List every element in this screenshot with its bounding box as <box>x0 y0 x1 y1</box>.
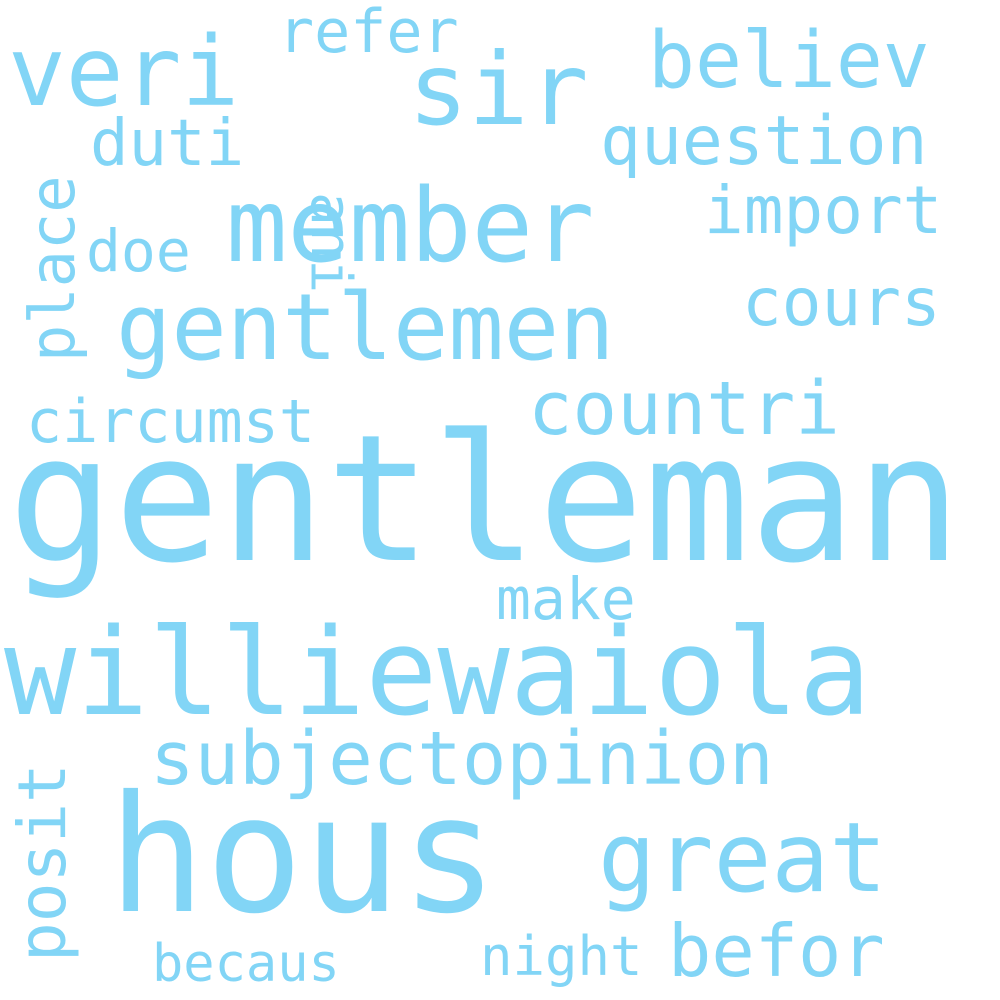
word-cours: cours <box>742 264 941 341</box>
word-ani: ani <box>298 192 363 294</box>
word-sir: sir <box>408 31 589 148</box>
word-hous: hous <box>108 762 499 950</box>
word-make: make <box>496 565 636 633</box>
word-place: place <box>16 175 89 362</box>
word-becaus: becaus <box>152 934 340 994</box>
word-refer: refer <box>278 0 459 67</box>
word-doe: doe <box>86 217 191 285</box>
word-import: import <box>704 172 943 249</box>
word-duti: duti <box>90 107 245 181</box>
word-gentlemen: gentlemen <box>116 274 615 381</box>
word-question: question <box>600 102 928 181</box>
word-befor: befor <box>668 909 885 993</box>
word-gentleman: gentleman <box>8 397 962 602</box>
word-great: great <box>598 802 887 914</box>
word-williewaiola: williewaiola <box>4 604 871 743</box>
word-veri: veri <box>8 16 240 128</box>
word-night: night <box>480 925 643 988</box>
word-subjectopinion: subjectopinion <box>150 716 774 802</box>
word-member: member <box>226 167 595 286</box>
word-countri: countri <box>528 366 840 452</box>
word-posit: posit <box>4 763 81 962</box>
word-circumst: circumst <box>26 387 315 457</box>
word-believ: believ <box>648 16 930 106</box>
